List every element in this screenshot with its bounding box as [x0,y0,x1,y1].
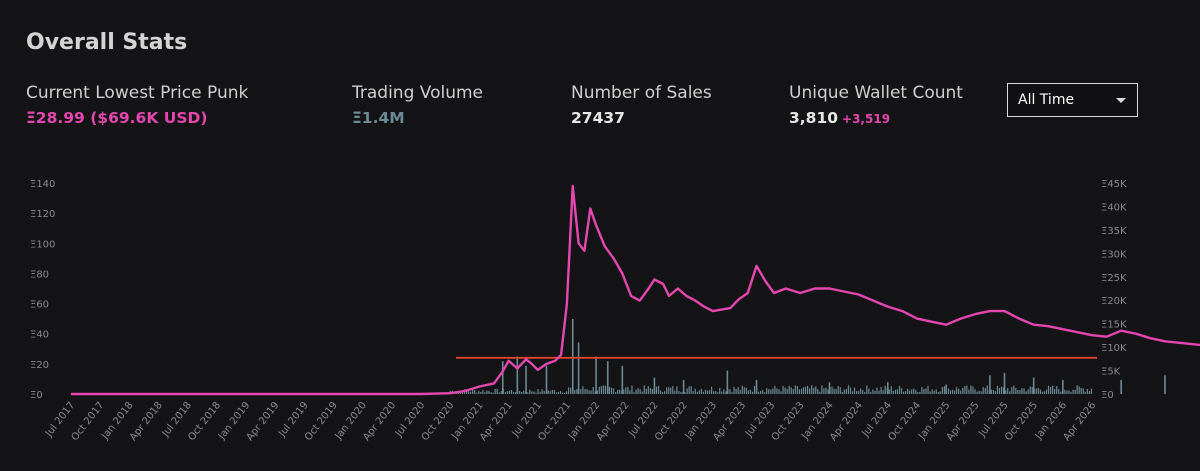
price-line [71,184,1200,396]
y-axis-right: Ξ0 Ξ5K Ξ10K Ξ15K Ξ20K Ξ25K Ξ30K Ξ35K Ξ40K Ξ45K [1101,179,1127,401]
stat-trading-volume-label: Trading Volume [352,83,484,103]
stat-unique-wallets: Unique Wallet Count 3,810 +3,519 [789,83,963,127]
y-left-tick-label: Ξ80 [30,269,49,280]
stat-number-of-sales-value: 27437 [571,109,625,127]
stat-number-of-sales-label: Number of Sales [571,83,712,103]
stat-trading-volume: Trading Volume Ξ1.4M [352,83,483,127]
y-right-tick-label: Ξ35K [1101,226,1127,237]
stat-unique-wallets-count: 3,810 [789,109,839,127]
y-left-tick-label: Ξ60 [30,300,49,311]
y-right-tick-label: Ξ5K [1101,367,1121,378]
stat-unique-wallets-value: 3,810 +3,519 [789,109,963,127]
y-right-tick-label: Ξ40K [1101,202,1127,213]
y-left-tick-label: Ξ0 [30,390,43,401]
timeframe-selected: All Time [1018,92,1075,108]
y-right-tick-label: Ξ20K [1101,296,1127,307]
stat-lowest-price: Current Lowest Price Punk Ξ28.99 ($69.6K… [26,83,248,127]
timeframe-dropdown[interactable]: All Time [1007,83,1138,117]
y-right-tick-label: Ξ0 [1101,390,1114,401]
stat-lowest-price-label: Current Lowest Price Punk [26,83,249,103]
stat-trading-volume-value: Ξ1.4M [352,109,405,127]
y-right-tick-label: Ξ15K [1101,320,1127,331]
stat-number-of-sales: Number of Sales 27437 [571,83,712,127]
stat-unique-wallets-label: Unique Wallet Count [789,83,963,103]
y-right-tick-label: Ξ10K [1101,343,1127,354]
y-left-tick-label: Ξ100 [30,239,55,250]
price-series [71,184,1200,396]
y-axis-left: Ξ0 Ξ20 Ξ40 Ξ60 Ξ80 Ξ100 Ξ120 Ξ140 [30,179,55,401]
page-title: Overall Stats [26,30,188,55]
y-left-tick-label: Ξ140 [30,179,55,190]
stat-unique-wallets-delta: +3,519 [842,112,891,126]
y-right-tick-label: Ξ30K [1101,249,1127,260]
y-left-tick-label: Ξ120 [30,209,55,220]
volume-series [449,318,1166,394]
chevron-down-icon [1116,98,1126,103]
y-right-tick-label: Ξ25K [1101,273,1127,284]
stat-lowest-price-value: Ξ28.99 ($69.6K USD) [26,109,208,127]
y-left-tick-label: Ξ40 [30,330,49,341]
y-right-tick-label: Ξ45K [1101,179,1127,190]
y-left-tick-label: Ξ20 [30,360,49,371]
